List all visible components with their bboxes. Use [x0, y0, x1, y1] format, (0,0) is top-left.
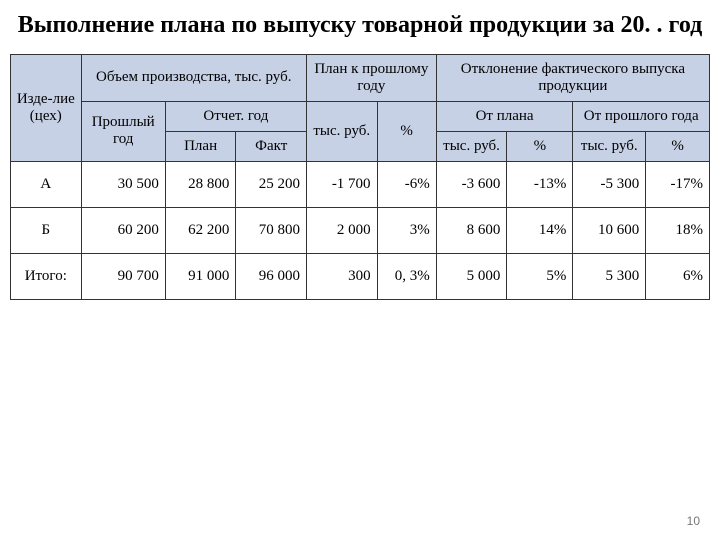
cell-d2p: 5% — [507, 253, 573, 299]
cell-name: Б — [11, 207, 82, 253]
cell-d1p: -6% — [377, 161, 436, 207]
col-d2-pct: % — [507, 131, 573, 161]
cell-fact: 96 000 — [236, 253, 307, 299]
cell-d2t: 5 000 — [436, 253, 507, 299]
production-table: Изде-лие (цех) Объем производства, тыс. … — [10, 54, 710, 300]
col-d1-pct: % — [377, 101, 436, 161]
cell-d1t: -1 700 — [306, 161, 377, 207]
cell-d1t: 300 — [306, 253, 377, 299]
cell-prev: 30 500 — [81, 161, 165, 207]
col-d3-pct: % — [646, 131, 710, 161]
col-d3-trub: тыс. руб. — [573, 131, 646, 161]
col-item: Изде-лие (цех) — [11, 54, 82, 161]
cell-d1p: 0, 3% — [377, 253, 436, 299]
cell-prev: 90 700 — [81, 253, 165, 299]
col-from-plan: От плана — [436, 101, 573, 131]
cell-plan: 28 800 — [165, 161, 236, 207]
cell-d3p: -17% — [646, 161, 710, 207]
col-d2-trub: тыс. руб. — [436, 131, 507, 161]
cell-d1t: 2 000 — [306, 207, 377, 253]
table-row: Итого: 90 700 91 000 96 000 300 0, 3% 5 … — [11, 253, 710, 299]
table-row: A 30 500 28 800 25 200 -1 700 -6% -3 600… — [11, 161, 710, 207]
page-title: Выполнение плана по выпуску товарной про… — [10, 12, 710, 40]
cell-d3t: 5 300 — [573, 253, 646, 299]
col-from-prev: От прошлого года — [573, 101, 710, 131]
cell-plan: 62 200 — [165, 207, 236, 253]
cell-name: Итого: — [11, 253, 82, 299]
cell-d3t: 10 600 — [573, 207, 646, 253]
cell-d2t: -3 600 — [436, 161, 507, 207]
cell-d3p: 6% — [646, 253, 710, 299]
table-row: Б 60 200 62 200 70 800 2 000 3% 8 600 14… — [11, 207, 710, 253]
col-volume: Объем производства, тыс. руб. — [81, 54, 306, 101]
cell-name: A — [11, 161, 82, 207]
col-plan: План — [165, 131, 236, 161]
cell-d2p: -13% — [507, 161, 573, 207]
cell-d1p: 3% — [377, 207, 436, 253]
cell-d3p: 18% — [646, 207, 710, 253]
cell-fact: 70 800 — [236, 207, 307, 253]
col-plan-prev: План к прошлому году — [306, 54, 436, 101]
col-fact: Факт — [236, 131, 307, 161]
cell-d3t: -5 300 — [573, 161, 646, 207]
page-number: 10 — [687, 514, 700, 528]
cell-plan: 91 000 — [165, 253, 236, 299]
col-report-year: Отчет. год — [165, 101, 306, 131]
cell-fact: 25 200 — [236, 161, 307, 207]
col-deviation: Отклонение фактического выпуска продукци… — [436, 54, 709, 101]
cell-prev: 60 200 — [81, 207, 165, 253]
cell-d2p: 14% — [507, 207, 573, 253]
col-d1-trub: тыс. руб. — [306, 101, 377, 161]
col-prev-year: Прошлый год — [81, 101, 165, 161]
cell-d2t: 8 600 — [436, 207, 507, 253]
